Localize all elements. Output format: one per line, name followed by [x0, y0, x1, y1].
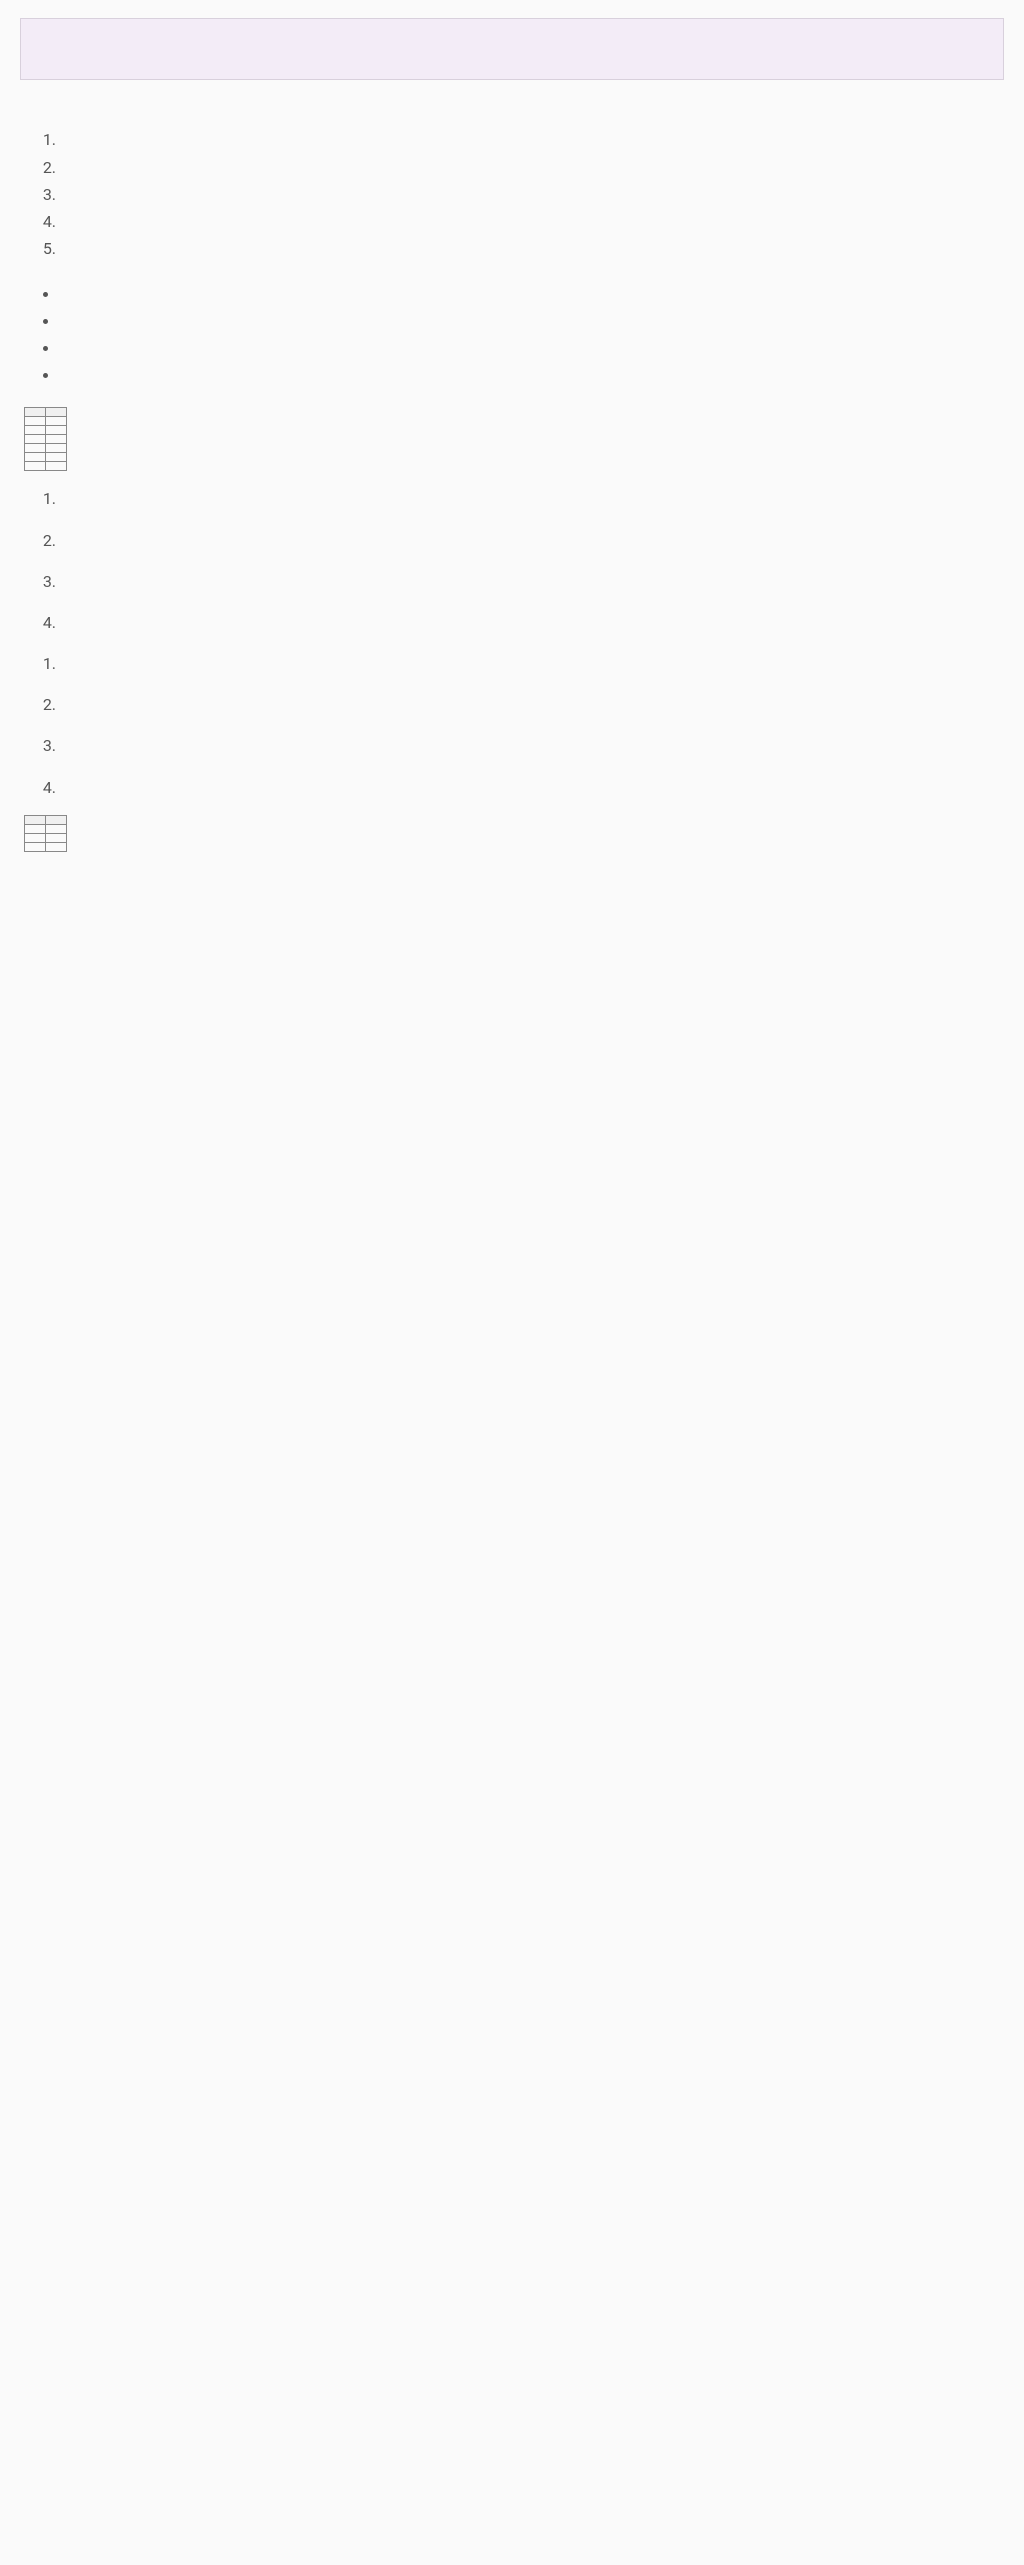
table-row [25, 426, 67, 435]
result-item [60, 774, 1000, 801]
table-col-value [46, 815, 67, 824]
table-header-row [25, 408, 67, 417]
equation-item [60, 208, 1000, 235]
document-header [20, 18, 1004, 80]
observation-item [60, 281, 1000, 308]
table-col-value [46, 408, 67, 417]
document-body [0, 80, 1024, 886]
table-row [25, 435, 67, 444]
calc-item [60, 609, 1000, 636]
calc-item [60, 527, 1000, 554]
table-row [25, 462, 67, 471]
result-item [60, 691, 1000, 718]
part-a-table [24, 407, 67, 471]
result-item [60, 732, 1000, 759]
observation-item [60, 335, 1000, 362]
equation-item [60, 126, 1000, 154]
results-list [24, 650, 1000, 801]
table-row [25, 417, 67, 426]
part-b-table [24, 815, 67, 852]
table-row [25, 444, 67, 453]
observation-item [60, 308, 1000, 335]
table-row [25, 833, 67, 842]
calculations-list [24, 485, 1000, 636]
table-row [25, 842, 67, 851]
document-footer [0, 886, 1024, 920]
table-header-row [25, 815, 67, 824]
table-col-measurement [25, 815, 46, 824]
equation-item [60, 181, 1000, 208]
equations-list [24, 126, 1000, 263]
table-col-measurement [25, 408, 46, 417]
equation-item [60, 235, 1000, 263]
result-item [60, 650, 1000, 677]
equation-item [60, 154, 1000, 181]
table-row [25, 824, 67, 833]
observations-list [24, 281, 1000, 390]
observation-item [60, 362, 1000, 389]
calc-item [60, 485, 1000, 512]
calc-item [60, 568, 1000, 595]
table-row [25, 453, 67, 462]
